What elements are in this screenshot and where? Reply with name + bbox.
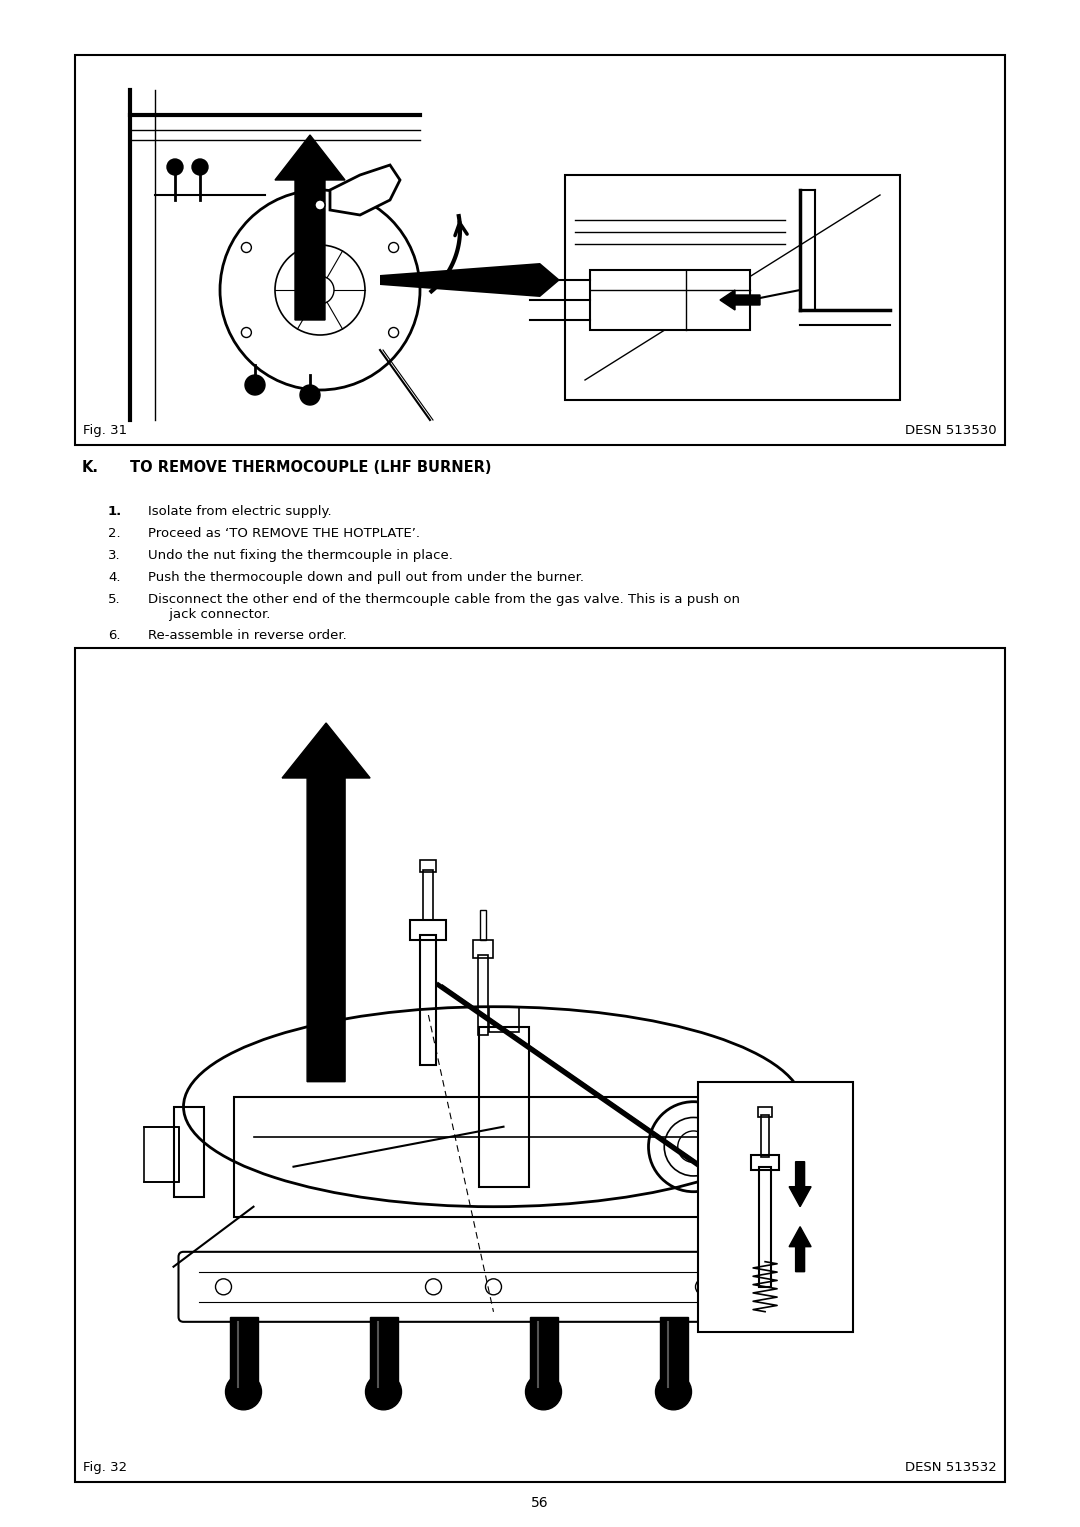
Circle shape	[389, 327, 399, 337]
Bar	[565, 176, 900, 400]
Text: DESN 513530: DESN 513530	[905, 425, 997, 437]
Bar	[174, 1107, 203, 1197]
Bar	[529, 1316, 557, 1391]
Bar	[758, 1107, 772, 1116]
Text: Re-assemble in reverse order.: Re-assemble in reverse order.	[148, 629, 347, 641]
Bar	[473, 941, 494, 957]
Text: Push the thermocouple down and pull out from under the burner.: Push the thermocouple down and pull out …	[148, 571, 584, 583]
Circle shape	[300, 385, 320, 405]
Bar	[759, 1167, 771, 1287]
Bar	[481, 910, 486, 941]
Text: 56: 56	[531, 1496, 549, 1510]
Bar	[698, 1081, 853, 1332]
FancyArrow shape	[282, 722, 370, 1081]
Circle shape	[389, 243, 399, 252]
FancyArrow shape	[789, 1226, 811, 1272]
Circle shape	[242, 327, 252, 337]
Circle shape	[167, 159, 183, 176]
Bar	[75, 55, 1005, 444]
FancyArrow shape	[275, 134, 345, 321]
Polygon shape	[330, 165, 400, 215]
Text: Disconnect the other end of the thermcouple cable from the gas valve. This is a : Disconnect the other end of the thermcou…	[148, 592, 740, 621]
Bar	[410, 919, 446, 941]
Bar	[761, 1115, 769, 1156]
Circle shape	[242, 243, 252, 252]
Text: Fig. 31: Fig. 31	[83, 425, 127, 437]
Text: 3.: 3.	[108, 550, 121, 562]
Circle shape	[226, 1374, 261, 1409]
FancyArrow shape	[720, 290, 760, 310]
Text: 4.: 4.	[108, 571, 121, 583]
Text: 2.: 2.	[108, 527, 121, 541]
Circle shape	[656, 1374, 691, 1409]
Circle shape	[365, 1374, 402, 1409]
Bar	[488, 1006, 518, 1032]
Text: 1.: 1.	[108, 505, 122, 518]
Text: DESN 513532: DESN 513532	[905, 1461, 997, 1474]
Text: Fig. 32: Fig. 32	[83, 1461, 127, 1474]
Bar	[423, 870, 433, 919]
Text: Undo the nut fixing the thermcouple in place.: Undo the nut fixing the thermcouple in p…	[148, 550, 453, 562]
Circle shape	[526, 1374, 562, 1409]
Circle shape	[315, 200, 325, 211]
Text: 5.: 5.	[108, 592, 121, 606]
Bar	[660, 1316, 688, 1391]
Text: 6.: 6.	[108, 629, 121, 641]
Bar	[229, 1316, 257, 1391]
Bar	[233, 1096, 754, 1217]
Bar	[144, 1127, 178, 1182]
Bar	[420, 860, 436, 872]
FancyArrow shape	[789, 1162, 811, 1206]
Circle shape	[192, 159, 208, 176]
Bar	[751, 1154, 779, 1170]
Bar	[369, 1316, 397, 1391]
Bar	[75, 647, 1005, 1483]
Bar	[478, 954, 488, 1035]
Polygon shape	[380, 263, 561, 296]
Text: Proceed as ‘TO REMOVE THE HOTPLATE’.: Proceed as ‘TO REMOVE THE HOTPLATE’.	[148, 527, 420, 541]
Text: TO REMOVE THERMOCOUPLE (LHF BURNER): TO REMOVE THERMOCOUPLE (LHF BURNER)	[130, 460, 491, 475]
Circle shape	[245, 376, 265, 395]
Bar	[420, 935, 436, 1064]
Text: Isolate from electric supply.: Isolate from electric supply.	[148, 505, 332, 518]
Text: K.: K.	[82, 460, 99, 475]
Bar	[478, 1026, 528, 1186]
Bar	[590, 270, 750, 330]
